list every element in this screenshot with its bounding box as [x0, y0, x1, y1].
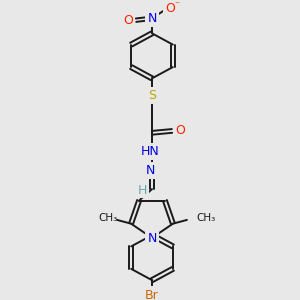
- Text: CH₃: CH₃: [196, 213, 215, 223]
- Text: H: H: [137, 184, 147, 196]
- Text: O: O: [165, 2, 175, 15]
- Text: S: S: [148, 89, 156, 102]
- Text: O: O: [175, 124, 185, 137]
- Text: CH₃: CH₃: [98, 213, 118, 223]
- Text: Br: Br: [145, 289, 159, 300]
- Text: O: O: [123, 14, 133, 27]
- Text: N: N: [147, 232, 157, 245]
- Text: ⁻: ⁻: [174, 0, 180, 10]
- Text: N: N: [145, 164, 155, 177]
- Text: HN: HN: [141, 145, 159, 158]
- Text: N: N: [147, 12, 157, 25]
